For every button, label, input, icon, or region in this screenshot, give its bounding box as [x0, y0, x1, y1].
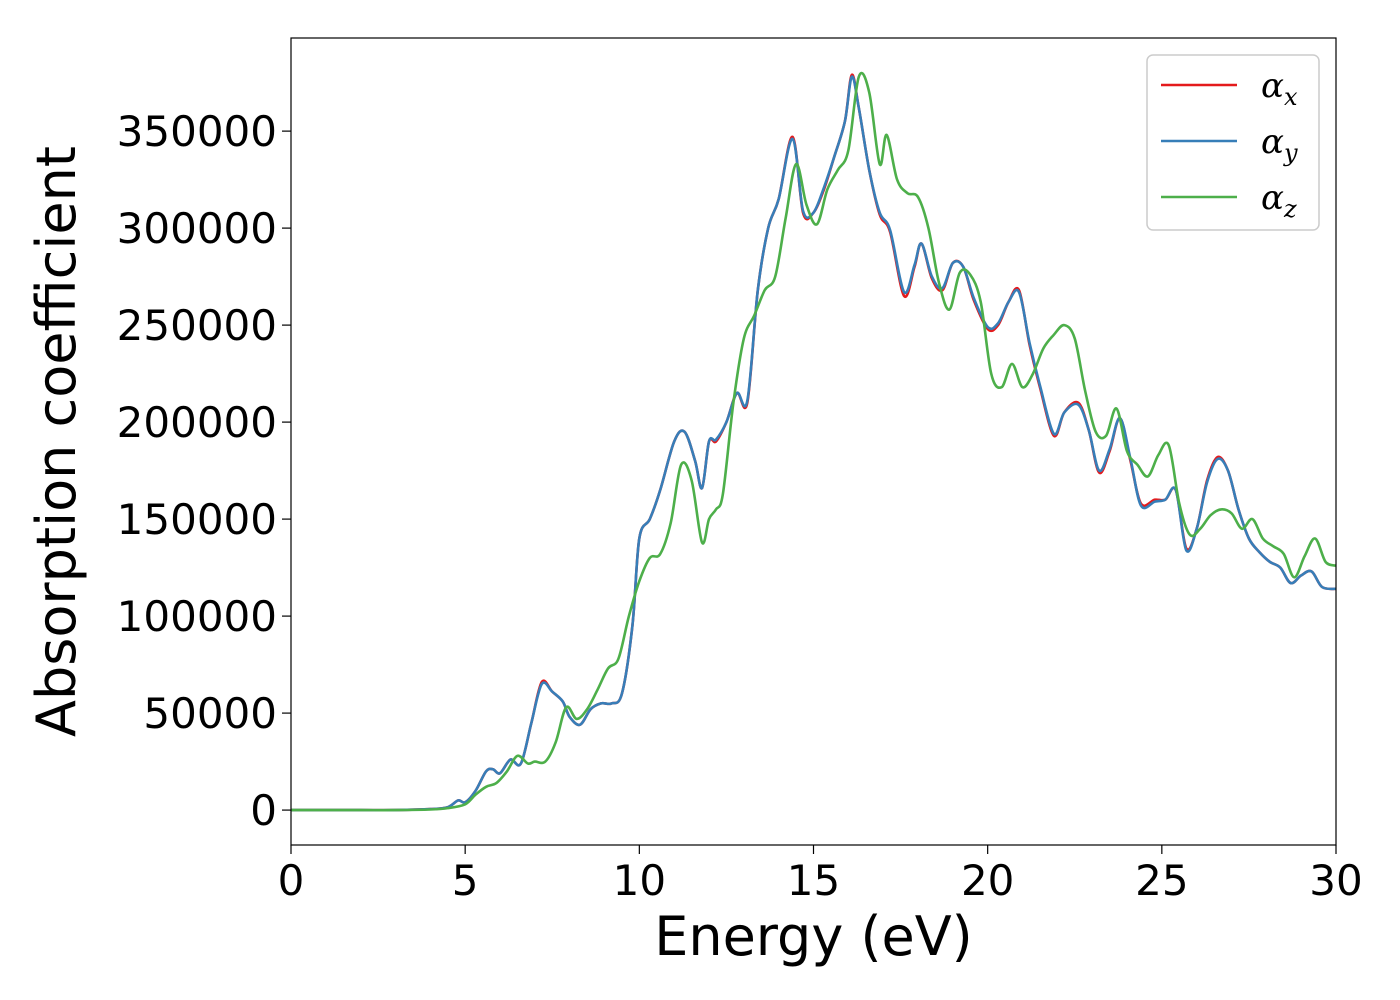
x-tick-label: 30 — [1309, 856, 1362, 905]
x-axis-title: Energy (eV) — [654, 905, 973, 968]
x-tick-label: 0 — [278, 856, 305, 905]
legend-label-x: αx — [1261, 66, 1298, 111]
y-tick-label: 100000 — [117, 592, 277, 641]
tick-layer: 0 5 10 15 20 25 30 0 50000 100000 150000 200000 2500… — [117, 107, 1363, 905]
legend-label-z: αz — [1261, 178, 1297, 223]
x-tick-label: 25 — [1135, 856, 1188, 905]
y-tick-label: 350000 — [117, 107, 277, 156]
series-layer — [291, 71, 1337, 812]
x-tick-label: 20 — [961, 856, 1014, 905]
legend: αx αy αz — [1146, 54, 1320, 231]
y-tick-label: 250000 — [117, 301, 277, 350]
y-tick-label: 300000 — [117, 204, 277, 253]
legend-box — [1146, 54, 1320, 231]
series-line-y — [291, 75, 1337, 812]
y-tick-label: 150000 — [117, 495, 277, 544]
x-tick-label: 5 — [452, 856, 479, 905]
y-tick-label: 200000 — [117, 398, 277, 447]
y-tick-label: 0 — [250, 786, 277, 835]
series-line-z — [291, 71, 1337, 812]
y-axis-title: Absorption coefficient — [25, 146, 88, 737]
y-tick-label: 50000 — [143, 689, 277, 738]
x-tick-label: 10 — [613, 856, 666, 905]
x-tick-label: 15 — [787, 856, 840, 905]
legend-label-y: αy — [1261, 122, 1298, 167]
